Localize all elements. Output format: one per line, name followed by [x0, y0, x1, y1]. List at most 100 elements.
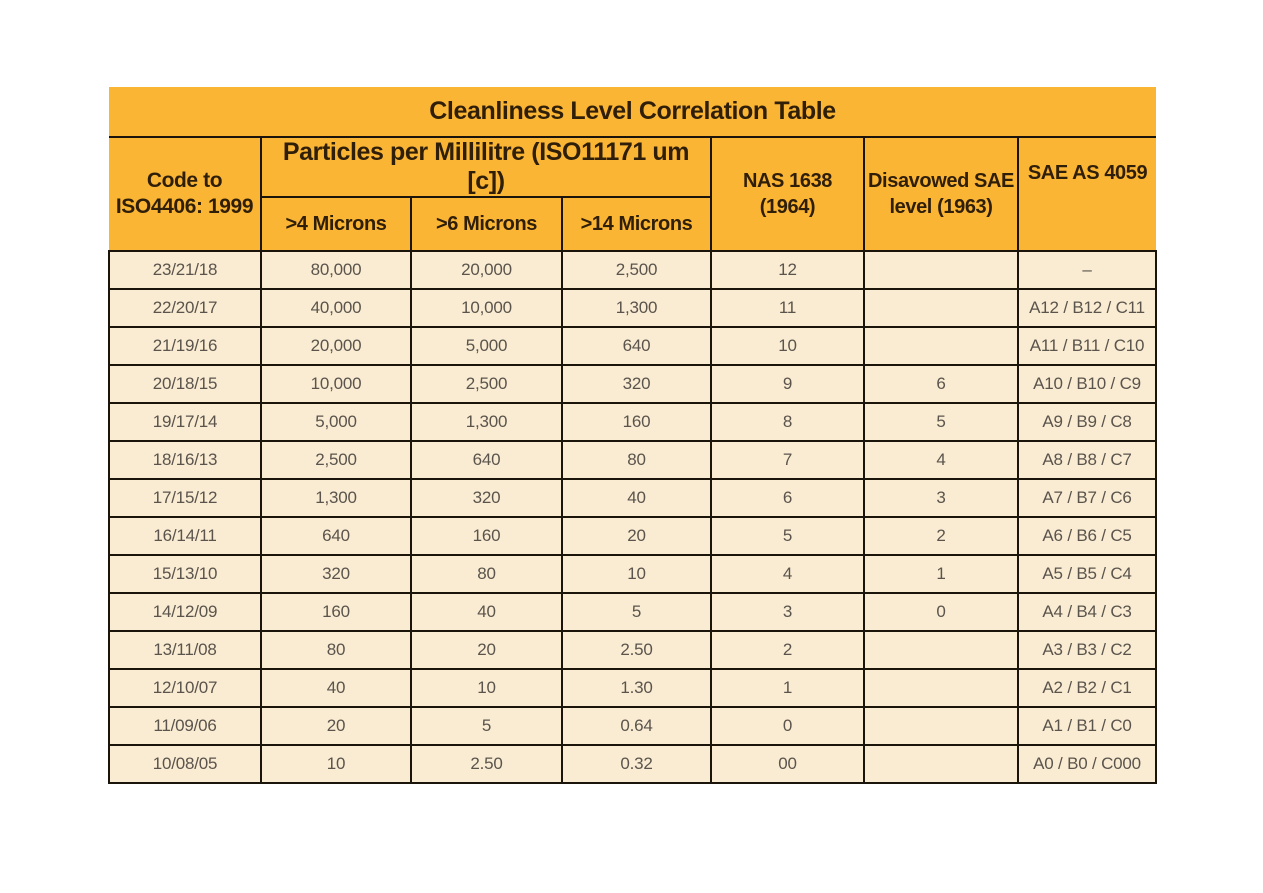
cell: 1.30 — [561, 668, 712, 708]
table-title: Cleanliness Level Correlation Table — [109, 87, 1157, 138]
cell: 1 — [710, 668, 865, 708]
cell: 10/08/05 — [108, 744, 262, 784]
cell: 14/12/09 — [108, 592, 262, 632]
cell: 9 — [710, 364, 865, 404]
table-row: 21/19/16 20,000 5,000 640 10 A11 / B11 / C10 — [108, 326, 1158, 366]
cell: 17/15/12 — [108, 478, 262, 518]
cell: 640 — [410, 440, 563, 480]
cell: 2 — [710, 630, 865, 670]
cell: 20/18/15 — [108, 364, 262, 404]
header-row-microns: >4 Microns >6 Microns >14 Microns — [109, 196, 1156, 252]
cell: A12 / B12 / C11 — [1016, 288, 1158, 328]
header-nas-1638: NAS 1638 (1964) — [710, 137, 865, 252]
cell: 640 — [561, 326, 712, 366]
cell: 160 — [260, 592, 412, 632]
cell: 40,000 — [260, 288, 412, 328]
cell: 10 — [260, 744, 412, 784]
header-nas-line1: NAS 1638 — [742, 170, 833, 192]
cell: 40 — [260, 668, 412, 708]
table-row: 20/18/15 10,000 2,500 320 9 6 A10 / B10 / C9 — [108, 364, 1158, 404]
cell: 320 — [410, 478, 563, 518]
cell: A11 / B11 / C10 — [1016, 326, 1158, 366]
cell: 8 — [710, 402, 865, 442]
table-row: 15/13/10 320 80 10 4 1 A5 / B5 / C4 — [108, 554, 1158, 594]
header-disavowed-sae: Disavowed SAE level (1963) — [863, 137, 1019, 252]
header-row-top: Code to ISO4406: 1999 Particles per Mill… — [109, 137, 1157, 252]
header-sae-as-4059: SAE AS 4059 — [1016, 137, 1157, 252]
cell: 4 — [710, 554, 865, 594]
cell: 2.50 — [410, 744, 563, 784]
cell: 11/09/06 — [108, 706, 262, 746]
cell: A1 / B1 / C0 — [1016, 706, 1158, 746]
cell: 0.32 — [561, 744, 712, 784]
cell: 320 — [260, 554, 412, 594]
cell: A8 / B8 / C7 — [1016, 440, 1158, 480]
header-gt14-microns: >14 Microns — [561, 196, 712, 252]
header-gt4-microns: >4 Microns — [260, 196, 412, 252]
cell: 3 — [863, 478, 1019, 518]
cell — [863, 630, 1019, 670]
cell: 4 — [863, 440, 1019, 480]
table-row: 16/14/11 640 160 20 5 2 A6 / B6 / C5 — [108, 516, 1158, 556]
table-row: 18/16/13 2,500 640 80 7 4 A8 / B8 / C7 — [108, 440, 1158, 480]
header-gt6-microns: >6 Microns — [410, 196, 563, 252]
cell: 00 — [710, 744, 865, 784]
cell: 80 — [561, 440, 712, 480]
cell: 6 — [710, 478, 865, 518]
cell: A4 / B4 / C3 — [1016, 592, 1158, 632]
table-row: 10/08/05 10 2.50 0.32 00 A0 / B0 / C000 — [108, 744, 1158, 784]
cell: 2,500 — [410, 364, 563, 404]
header-disavowed-line1: Disavowed SAE — [868, 170, 1014, 192]
cell: 160 — [561, 402, 712, 442]
cell — [863, 326, 1019, 366]
cell: 21/19/16 — [108, 326, 262, 366]
cell: 40 — [410, 592, 563, 632]
cleanliness-correlation-table: Cleanliness Level Correlation Table Code… — [108, 87, 1158, 784]
cell: 1,300 — [410, 402, 563, 442]
table-row: 19/17/14 5,000 1,300 160 8 5 A9 / B9 / C8 — [108, 402, 1158, 442]
cell: 1 — [863, 554, 1019, 594]
cell: 5 — [561, 592, 712, 632]
cell: A3 / B3 / C2 — [1016, 630, 1158, 670]
header-nas-line2: (1964) — [759, 196, 816, 218]
cell: 7 — [710, 440, 865, 480]
cell: 2,500 — [260, 440, 412, 480]
table-row: 22/20/17 40,000 10,000 1,300 11 A12 / B12 / C… — [108, 288, 1158, 328]
cell: 10,000 — [260, 364, 412, 404]
cell: A0 / B0 / C000 — [1016, 744, 1158, 784]
cell: 22/20/17 — [108, 288, 262, 328]
cell: 10,000 — [410, 288, 563, 328]
table-header: Cleanliness Level Correlation Table Code… — [109, 87, 1157, 252]
cell: 20 — [260, 706, 412, 746]
cell: 2,500 — [561, 250, 712, 290]
header-code-to-iso4406: Code to ISO4406: 1999 — [109, 137, 262, 252]
table-row: 12/10/07 40 10 1.30 1 A2 / B2 / C1 — [108, 668, 1158, 708]
table-row: 13/11/08 80 20 2.50 2 A3 / B3 / C2 — [108, 630, 1158, 670]
cell: 20,000 — [410, 250, 563, 290]
table-row: 23/21/18 80,000 20,000 2,500 12 – — [108, 250, 1158, 290]
cell: 5 — [710, 516, 865, 556]
cell — [863, 668, 1019, 708]
header-particles-group: Particles per Millilitre (ISO11171 um [c… — [260, 137, 712, 198]
cell: 11 — [710, 288, 865, 328]
cell: 80 — [260, 630, 412, 670]
cell: 20 — [410, 630, 563, 670]
cell — [863, 288, 1019, 328]
cell: 160 — [410, 516, 563, 556]
cell: A5 / B5 / C4 — [1016, 554, 1158, 594]
cell: 3 — [710, 592, 865, 632]
header-disavowed-line2: level (1963) — [889, 196, 993, 218]
cell: 320 — [561, 364, 712, 404]
table-body: 23/21/18 80,000 20,000 2,500 12–22/20/17 40,0… — [108, 250, 1158, 784]
cell — [863, 744, 1019, 784]
cell: 1,300 — [260, 478, 412, 518]
cell: 5,000 — [260, 402, 412, 442]
cell: 5 — [863, 402, 1019, 442]
cell: 80 — [410, 554, 563, 594]
cell: 640 — [260, 516, 412, 556]
cell: 40 — [561, 478, 712, 518]
cell: 0.64 — [561, 706, 712, 746]
title-row: Cleanliness Level Correlation Table — [109, 87, 1157, 138]
cell: 10 — [410, 668, 563, 708]
cell: 10 — [561, 554, 712, 594]
